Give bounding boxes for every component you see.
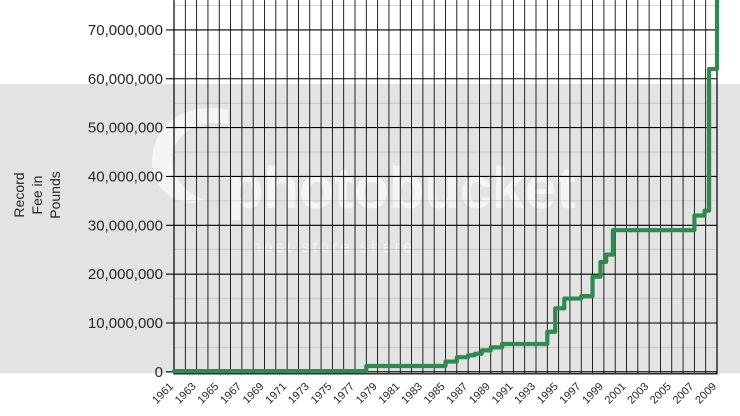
svg-text:Pounds: Pounds — [47, 171, 63, 218]
svg-text:40,000,000: 40,000,000 — [88, 169, 163, 186]
svg-text:10,000,000: 10,000,000 — [88, 315, 163, 332]
svg-text:50,000,000: 50,000,000 — [88, 120, 163, 137]
svg-text:60,000,000: 60,000,000 — [88, 71, 163, 88]
svg-text:2009: 2009 — [693, 381, 719, 407]
svg-text:2001: 2001 — [603, 381, 629, 407]
svg-text:0: 0 — [155, 364, 163, 381]
svg-text:1975: 1975 — [309, 381, 335, 407]
svg-text:1971: 1971 — [263, 381, 289, 407]
svg-text:photobucket: photobucket — [228, 156, 576, 221]
svg-text:1997: 1997 — [558, 381, 584, 407]
svg-text:30,000,000: 30,000,000 — [88, 217, 163, 234]
svg-text:1969: 1969 — [241, 381, 267, 407]
svg-text:1995: 1995 — [535, 381, 561, 407]
svg-text:1985: 1985 — [422, 381, 448, 407]
svg-text:2003: 2003 — [625, 381, 651, 407]
svg-text:1981: 1981 — [377, 381, 403, 407]
svg-text:1983: 1983 — [399, 381, 425, 407]
svg-text:2005: 2005 — [648, 381, 674, 407]
svg-text:1963: 1963 — [173, 381, 199, 407]
svg-text:1965: 1965 — [196, 381, 222, 407]
svg-text:20,000,000: 20,000,000 — [88, 266, 163, 283]
svg-text:1991: 1991 — [490, 381, 516, 407]
svg-text:70,000,000: 70,000,000 — [88, 22, 163, 39]
svg-text:1989: 1989 — [467, 381, 493, 407]
svg-text:1973: 1973 — [286, 381, 312, 407]
svg-text:Record: Record — [11, 172, 27, 217]
svg-text:1993: 1993 — [512, 381, 538, 407]
svg-text:2007: 2007 — [671, 381, 697, 407]
svg-text:1977: 1977 — [331, 381, 357, 407]
svg-text:Fee in: Fee in — [29, 176, 45, 215]
svg-text:1979: 1979 — [354, 381, 380, 407]
svg-text:1987: 1987 — [444, 381, 470, 407]
svg-text:1999: 1999 — [580, 381, 606, 407]
svg-text:1967: 1967 — [218, 381, 244, 407]
svg-text:host store share: host store share — [252, 239, 415, 256]
svg-text:1961: 1961 — [150, 381, 176, 407]
